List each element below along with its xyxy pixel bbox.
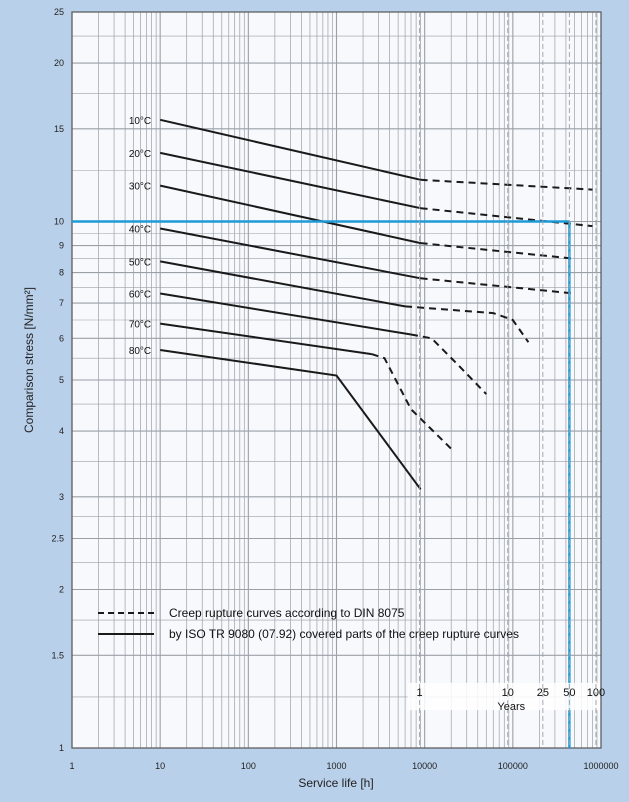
y-tick-label: 7 — [59, 298, 64, 308]
y-tick-label: 6 — [59, 333, 64, 343]
years-scale: 1 10 25 50 100 Years — [407, 12, 605, 748]
years-tick-label: 1 — [417, 687, 423, 699]
y-tick-label: 2.5 — [51, 533, 64, 543]
curve-dashed — [420, 277, 575, 295]
x-tick-label: 1000 — [326, 761, 346, 771]
y-tick-label: 4 — [59, 426, 64, 436]
temperature-label: 70°C — [129, 320, 151, 331]
y-tick-label: 20 — [54, 58, 64, 68]
curve-labels: 10°C 20°C 30°C 40°C 50°C 60°C 70°C 80°C — [129, 116, 151, 357]
temperature-label: 60°C — [129, 289, 151, 300]
years-tick-label: 10 — [502, 687, 514, 699]
y-tick-label: 10 — [54, 217, 64, 227]
y-tick-label: 3 — [59, 492, 64, 502]
grid — [71, 11, 601, 749]
temperature-label: 80°C — [129, 346, 151, 357]
plot-frame — [71, 11, 602, 749]
y-tick-label: 1 — [59, 743, 64, 753]
curve-solid — [159, 151, 421, 210]
years-label: Years — [497, 701, 525, 713]
curve-solid — [160, 322, 372, 356]
temperature-label: 50°C — [129, 257, 151, 268]
curve-dashed — [420, 178, 593, 191]
x-axis-title: Service life [h] — [298, 776, 373, 790]
curve-dashed — [410, 333, 488, 395]
curves — [159, 118, 593, 490]
x-tick-label: 10000 — [412, 761, 437, 771]
legend-entry: Creep rupture curves according to DIN 80… — [169, 606, 405, 620]
curve-solid — [160, 292, 412, 336]
y-axis-title: Comparison stress [N/mm²] — [22, 287, 36, 433]
tick-labels: 1 10 100 1000 10000 100000 1000000 1 1.5 2 2.5 3 4 5 6… — [51, 7, 618, 771]
legend-entry: by ISO TR 9080 (07.92) covered parts of … — [169, 627, 519, 641]
years-tick-label: 25 — [537, 687, 549, 699]
years-tick-label: 50 — [563, 687, 575, 699]
curve-dashed — [405, 305, 530, 343]
temperature-label: 20°C — [129, 149, 151, 160]
curve-solid — [160, 260, 406, 308]
x-tick-label: 100 — [241, 761, 256, 771]
curve-dashed — [420, 207, 593, 228]
y-tick-label: 9 — [59, 241, 64, 251]
curve-dashed — [420, 242, 575, 260]
temperature-label: 10°C — [129, 116, 151, 127]
plot-border — [71, 11, 602, 749]
x-tick-label: 1000000 — [583, 761, 618, 771]
x-tick-label: 100000 — [498, 761, 528, 771]
temperature-label: 40°C — [129, 224, 151, 235]
y-tick-label: 25 — [54, 7, 64, 17]
y-tick-label: 15 — [54, 124, 64, 134]
years-tick-label: 100 — [587, 687, 605, 699]
curve-solid — [160, 227, 421, 280]
curve-solid — [160, 349, 422, 490]
curve-solid — [159, 184, 421, 245]
years-box — [407, 682, 600, 711]
legend: Creep rupture curves according to DIN 80… — [98, 606, 519, 641]
y-tick-label: 1.5 — [51, 650, 64, 660]
y-tick-label: 8 — [59, 268, 64, 278]
x-tick-label: 1 — [69, 761, 74, 771]
y-tick-label: 2 — [59, 585, 64, 595]
curve-dashed — [371, 353, 452, 450]
y-tick-label: 5 — [59, 375, 64, 385]
temperature-label: 30°C — [129, 182, 151, 193]
curve-solid — [159, 118, 421, 181]
x-tick-label: 10 — [155, 761, 165, 771]
